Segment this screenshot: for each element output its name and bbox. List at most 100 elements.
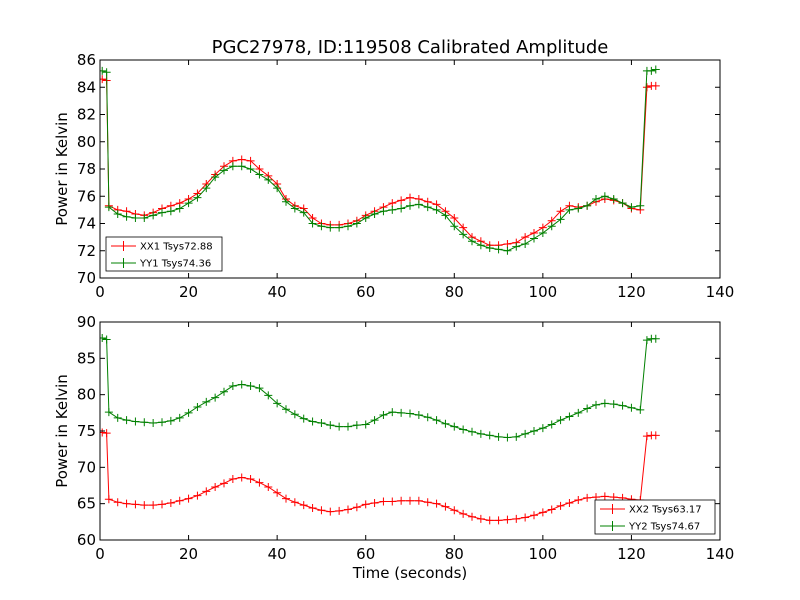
top-series-1-point: [538, 229, 547, 238]
bottom-series-1-point: [102, 335, 111, 344]
top-series-1-point: [647, 66, 656, 75]
bottom-series-0-point: [166, 498, 175, 507]
bottom-x-axis-label: Time (seconds): [352, 564, 468, 582]
bottom-x-tick-label: 80: [445, 545, 464, 563]
bottom-legend-label-yy2: YY2 Tsys74.67: [628, 522, 700, 533]
top-x-tick-label: 140: [706, 283, 735, 301]
bottom-series-1-point: [290, 410, 299, 419]
top-series-1-point: [521, 239, 530, 248]
bottom-series-0-point: [273, 488, 282, 497]
top-legend-label-xx1: XX1 Tsys72.88: [140, 242, 213, 253]
top-series-1-point: [574, 204, 583, 213]
top-y-tick-label: 84: [77, 78, 96, 96]
bottom-series-line-1: [102, 337, 656, 439]
bottom-series-0-point: [651, 431, 660, 440]
bottom-series-1-point: [441, 419, 450, 428]
bottom-series-0-point: [530, 511, 538, 520]
top-series-1-point: [636, 201, 645, 210]
bottom-series-0-point: [397, 496, 406, 505]
top-series-0-point: [556, 207, 565, 216]
bottom-series-1-point: [556, 416, 565, 425]
bottom-series-1-point: [131, 417, 140, 426]
top-series-1-point: [397, 204, 406, 213]
bottom-x-tick-label: 120: [617, 545, 646, 563]
bottom-series-0-point: [237, 473, 246, 482]
top-y-tick-label: 82: [77, 106, 96, 124]
top-series-1-point: [193, 193, 202, 202]
top-y-tick-label: 74: [77, 215, 96, 233]
top-series-0-point: [521, 233, 530, 242]
bottom-series-0-point: [600, 492, 609, 501]
top-y-tick-label: 78: [77, 160, 96, 178]
top-series-1-point: [282, 197, 290, 206]
bottom-series-1-point: [530, 427, 538, 435]
bottom-series-0-point: [450, 506, 459, 515]
top-series-1-point: [468, 237, 476, 246]
top-x-tick-label: 100: [529, 283, 558, 301]
bottom-legend-box: [594, 499, 716, 535]
top-series-1-point: [503, 246, 512, 255]
bottom-series-1-point: [397, 408, 406, 417]
top-series-1-point: [600, 192, 609, 201]
top-series-1-point: [237, 162, 246, 171]
top-series-1-point: [220, 166, 228, 175]
bottom-series-0-point: [122, 499, 131, 508]
bottom-series-1-point: [202, 397, 211, 406]
top-series-1-point: [264, 175, 273, 184]
top-series-1-point: [211, 173, 220, 182]
bottom-series-0-point: [290, 498, 299, 507]
top-series-1-point: [651, 65, 660, 74]
top-series-0-point: [246, 156, 255, 165]
bottom-series-1-point: [503, 433, 512, 442]
top-series-0-point: [651, 81, 660, 90]
bottom-series-0-point: [565, 498, 574, 507]
top-x-tick-label: 0: [95, 283, 105, 301]
top-series-1-point: [565, 205, 574, 214]
bottom-series-1-point: [636, 405, 645, 414]
top-series-1-point: [326, 223, 335, 232]
bottom-series-1-point: [220, 387, 228, 396]
bottom-series-1-point: [140, 418, 149, 427]
bottom-series-1-point: [299, 414, 308, 423]
bottom-series-1-point: [113, 413, 122, 422]
top-series-1-point: [423, 203, 432, 212]
bottom-series-0-point: [468, 512, 476, 521]
top-series-1-point: [406, 201, 414, 210]
top-series-1-point: [450, 222, 459, 231]
bottom-series-1-point: [273, 399, 282, 408]
bottom-series-1-point: [388, 408, 397, 417]
top-series-1-point: [122, 212, 131, 221]
top-series-1-point: [476, 241, 485, 250]
top-series-0-point: [450, 214, 459, 223]
top-series-1-point: [255, 170, 264, 179]
top-series-1-point: [273, 184, 282, 193]
top-series-1-point: [618, 199, 627, 208]
bottom-series-1-point: [184, 408, 193, 417]
top-y-tick-label: 80: [77, 133, 96, 151]
top-series-1-point: [627, 203, 636, 212]
bottom-series-0-point: [414, 496, 423, 505]
top-x-tick-label: 60: [356, 283, 375, 301]
top-series-layer: [100, 65, 660, 255]
top-series-1-point: [370, 209, 379, 218]
bottom-series-1-point: [618, 401, 627, 410]
top-series-1-point: [441, 211, 450, 220]
bottom-series-0-point: [512, 514, 521, 523]
bottom-series-0-point: [352, 503, 361, 512]
bottom-series-0-point: [547, 505, 556, 514]
bottom-series-1-point: [406, 409, 414, 418]
top-series-1-point: [414, 200, 423, 209]
top-series-1-point: [379, 207, 388, 216]
top-y-tick-label: 70: [77, 269, 96, 287]
bottom-y-tick-label: 65: [77, 495, 96, 513]
top-series-1-point: [100, 66, 107, 75]
bottom-series-1-point: [282, 405, 290, 414]
bottom-series-layer: [100, 333, 660, 525]
top-y-axis-label: Power in Kelvin: [53, 112, 71, 226]
top-ticks-layer: 0 20 40 60 80 100 120 140 70 72 74 76 78 80 82 84 86: [77, 51, 734, 301]
bottom-x-tick-label: 100: [529, 545, 558, 563]
bottom-series-0-point: [158, 500, 166, 509]
bottom-series-0-point: [317, 506, 326, 515]
top-series-0-point: [503, 239, 512, 248]
